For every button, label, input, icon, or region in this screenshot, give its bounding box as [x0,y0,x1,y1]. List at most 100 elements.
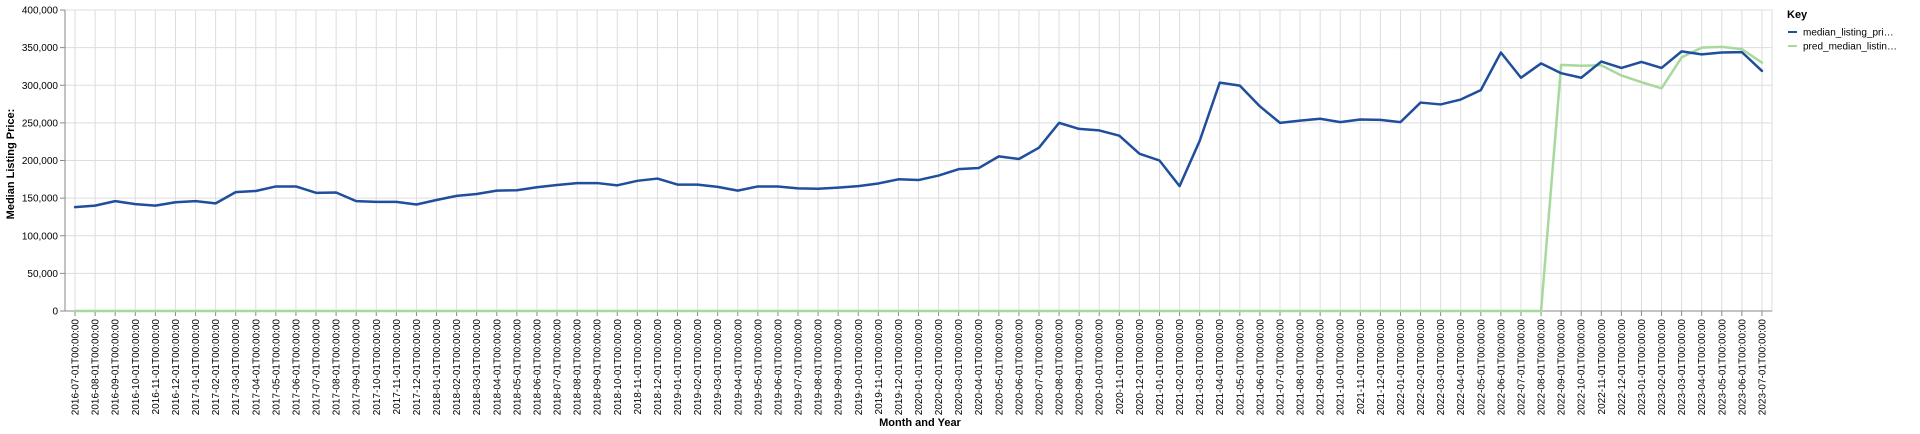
x-tick-label: 2017-03-01T00:00:00 [231,319,242,416]
x-tick-label: 2020-09-01T00:00:00 [1075,319,1086,416]
x-tick-label: 2018-12-01T00:00:00 [653,319,664,416]
x-tick-label: 2022-07-01T00:00:00 [1516,319,1527,416]
x-tick-label: 2021-01-01T00:00:00 [1155,319,1166,416]
x-tick-label: 2021-05-01T00:00:00 [1235,319,1246,416]
x-tick-label: 2020-04-01T00:00:00 [974,319,985,416]
x-tick-label: 2018-01-01T00:00:00 [432,319,443,416]
x-tick-label: 2021-09-01T00:00:00 [1316,319,1327,416]
x-tick-label: 2022-10-01T00:00:00 [1577,319,1588,416]
x-tick-label: 2017-01-01T00:00:00 [191,319,202,416]
x-tick-label: 2017-10-01T00:00:00 [372,319,383,416]
x-tick-label: 2023-05-01T00:00:00 [1717,319,1728,416]
x-tick-label: 2020-08-01T00:00:00 [1055,319,1066,416]
x-tick-label: 2020-12-01T00:00:00 [1135,319,1146,416]
x-tick-label: 2023-07-01T00:00:00 [1757,319,1768,416]
y-axis-title: Median Listing Price: [5,109,17,220]
x-tick-label: 2021-11-01T00:00:00 [1356,319,1367,415]
x-tick-label: 2021-08-01T00:00:00 [1296,319,1307,416]
x-tick-label: 2022-11-01T00:00:00 [1597,319,1608,415]
legend-entries: median_listing_pri… pred_median_listin… [1788,28,1897,53]
y-tick-label: 300,000 [22,81,59,92]
y-tick-label: 350,000 [22,43,59,54]
x-tick-label: 2020-06-01T00:00:00 [1014,319,1025,416]
y-tick-label: 0 [52,307,58,318]
x-tick-label: 2016-08-01T00:00:00 [91,319,102,416]
x-tick-label: 2019-08-01T00:00:00 [814,319,825,416]
x-tick-label: 2018-03-01T00:00:00 [472,319,483,416]
x-tick-label: 2021-03-01T00:00:00 [1195,319,1206,416]
x-tick-label: 2020-05-01T00:00:00 [994,319,1005,416]
x-tick-label: 2020-03-01T00:00:00 [954,319,965,416]
x-tick-label: 2019-10-01T00:00:00 [854,319,865,416]
x-tick-label: 2023-03-01T00:00:00 [1677,319,1688,416]
x-tick-label: 2018-09-01T00:00:00 [593,319,604,416]
y-axis: 0 50,000 100,000 150,000 200,000 250,000 300,0… [22,6,66,318]
x-tick-label: 2019-05-01T00:00:00 [753,319,764,416]
x-tick-label: 2022-09-01T00:00:00 [1557,319,1568,416]
x-tick-label: 2018-07-01T00:00:00 [553,319,564,416]
x-tick-label: 2019-11-01T00:00:00 [874,319,885,415]
legend: Key median_listing_pri… pred_median_listi… [1787,9,1897,53]
x-tick-label: 2023-02-01T00:00:00 [1657,319,1668,416]
legend-title: Key [1787,9,1808,21]
x-tick-label: 2020-02-01T00:00:00 [934,319,945,416]
x-tick-label: 2018-10-01T00:00:00 [613,319,624,416]
x-tick-label: 2022-06-01T00:00:00 [1496,319,1507,416]
y-tick-label: 250,000 [22,118,59,129]
x-tick-label: 2019-06-01T00:00:00 [773,319,784,416]
x-tick-label: 2016-10-01T00:00:00 [131,319,142,416]
x-tick-label: 2017-05-01T00:00:00 [271,319,282,416]
series-line-1 [73,45,1764,313]
x-tick-label: 2018-04-01T00:00:00 [492,319,503,416]
x-tick-label: 2019-02-01T00:00:00 [693,319,704,416]
y-tick-label: 100,000 [22,231,59,242]
x-tick-label: 2023-06-01T00:00:00 [1737,319,1748,416]
x-tick-label: 2019-04-01T00:00:00 [733,319,744,416]
y-tick-label: 400,000 [22,6,59,17]
x-axis-title: Month and Year [879,417,961,429]
x-tick-label: 2019-01-01T00:00:00 [673,319,684,416]
x-tick-label: 2022-02-01T00:00:00 [1416,319,1427,416]
x-tick-label: 2018-05-01T00:00:00 [512,319,523,416]
x-tick-label: 2018-11-01T00:00:00 [633,319,644,415]
legend-entry-label: median_listing_pri… [1803,28,1894,39]
x-tick-label: 2021-06-01T00:00:00 [1255,319,1266,416]
x-tick-label: 2022-05-01T00:00:00 [1476,319,1487,416]
x-tick-label: 2019-12-01T00:00:00 [894,319,905,416]
y-tick-label: 200,000 [22,156,59,167]
series-lines [73,45,1764,313]
x-tick-label: 2017-04-01T00:00:00 [251,319,262,416]
x-tick-label: 2017-07-01T00:00:00 [312,319,323,416]
x-tick-label: 2020-11-01T00:00:00 [1115,319,1126,415]
y-tick-label: 50,000 [27,269,58,280]
x-tick-label: 2016-12-01T00:00:00 [171,319,182,416]
x-tick-label: 2019-07-01T00:00:00 [794,319,805,416]
x-axis: 2016-07-01T00:00:00 2016-08-01T00:00:00 20… [65,310,1772,416]
x-tick-label: 2018-06-01T00:00:00 [532,319,543,416]
x-tick-label: 2019-03-01T00:00:00 [713,319,724,416]
x-tick-label: 2021-04-01T00:00:00 [1215,319,1226,416]
x-tick-label: 2020-01-01T00:00:00 [914,319,925,416]
x-tick-label: 2022-04-01T00:00:00 [1456,319,1467,416]
x-tick-label: 2023-04-01T00:00:00 [1697,319,1708,416]
x-tick-label: 2021-02-01T00:00:00 [1175,319,1186,416]
x-tick-label: 2018-02-01T00:00:00 [452,319,463,416]
grid-lines [64,9,1773,312]
x-tick-label: 2017-09-01T00:00:00 [352,319,363,416]
legend-entry-label: pred_median_listin… [1803,42,1897,53]
x-tick-label: 2016-07-01T00:00:00 [71,319,82,416]
x-tick-label: 2021-07-01T00:00:00 [1275,319,1286,416]
y-tick-label: 150,000 [22,194,59,205]
x-tick-label: 2017-11-01T00:00:00 [392,319,403,415]
x-tick-label: 2020-07-01T00:00:00 [1034,319,1045,416]
x-tick-label: 2018-08-01T00:00:00 [573,319,584,416]
x-tick-label: 2017-06-01T00:00:00 [291,319,302,416]
x-tick-label: 2022-08-01T00:00:00 [1537,319,1548,416]
x-tick-label: 2023-01-01T00:00:00 [1637,319,1648,416]
x-tick-label: 2016-11-01T00:00:00 [151,319,162,415]
x-tick-label: 2017-08-01T00:00:00 [332,319,343,416]
x-tick-label: 2017-02-01T00:00:00 [211,319,222,416]
x-tick-label: 2021-12-01T00:00:00 [1376,319,1387,416]
